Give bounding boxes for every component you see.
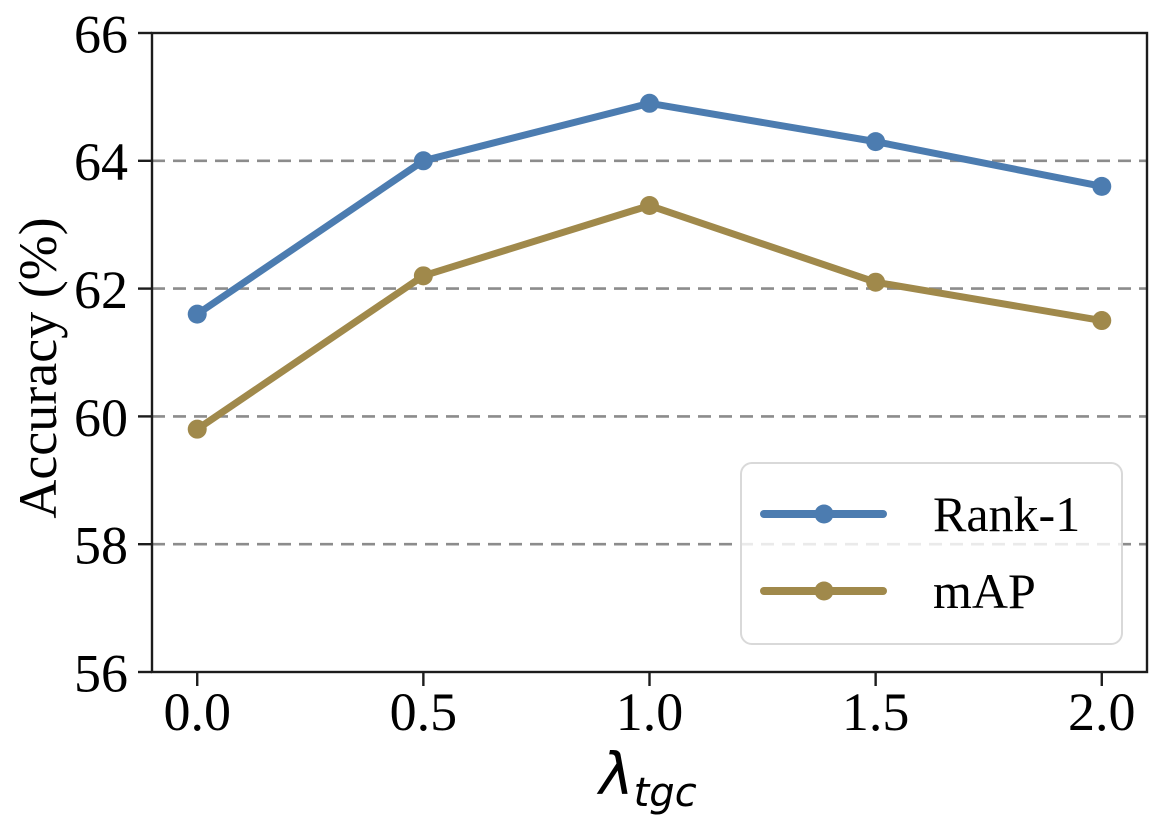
- data-point-Rank-1-1: [640, 93, 659, 113]
- rank1-line-swatch: [760, 504, 887, 524]
- y-tick-label-66: 66: [74, 4, 128, 64]
- legend-label-map: mAP: [933, 562, 1036, 619]
- legend-label-rank1: Rank-1: [933, 486, 1081, 543]
- y-tick-label-64: 64: [74, 132, 128, 192]
- map-line-swatch: [760, 581, 887, 601]
- legend-item-rank1: Rank-1: [760, 489, 1121, 539]
- y-tick-label-58: 58: [74, 516, 128, 576]
- y-tick-label-62: 62: [74, 260, 128, 320]
- map-marker-dot: [814, 581, 833, 601]
- x-tick-label-2: 2.0: [1068, 682, 1136, 742]
- series-line-mAP: [193, 202, 1106, 433]
- x-tick-label-0: 0.0: [163, 682, 231, 742]
- legend: Rank-1 mAP: [740, 462, 1123, 645]
- x-tick-label-1: 1.0: [616, 682, 684, 742]
- data-point-Rank-1-2: [1092, 176, 1112, 196]
- y-tick-label-60: 60: [74, 388, 128, 448]
- data-point-mAP-0: [187, 419, 207, 439]
- lambda-subscript: tgc: [633, 770, 697, 816]
- data-point-mAP-0.5: [413, 266, 433, 286]
- data-point-Rank-1-1.5: [866, 132, 886, 152]
- y-tick-label-56: 56: [74, 643, 128, 703]
- x-axis-label: λtgc: [599, 740, 696, 816]
- data-point-mAP-1: [640, 196, 659, 216]
- data-point-Rank-1-0: [187, 304, 207, 324]
- data-point-Rank-1-0.5: [413, 151, 433, 171]
- x-tick-label-0.5: 0.5: [390, 682, 458, 742]
- y-axis-label: Accuracy (%): [8, 217, 68, 519]
- data-point-mAP-1.5: [866, 272, 886, 292]
- lambda-symbol: λ: [599, 740, 634, 808]
- rank1-marker-dot: [814, 504, 833, 524]
- legend-item-map: mAP: [760, 566, 1121, 616]
- x-tick-label-1.5: 1.5: [842, 682, 910, 742]
- data-point-mAP-2: [1092, 311, 1112, 331]
